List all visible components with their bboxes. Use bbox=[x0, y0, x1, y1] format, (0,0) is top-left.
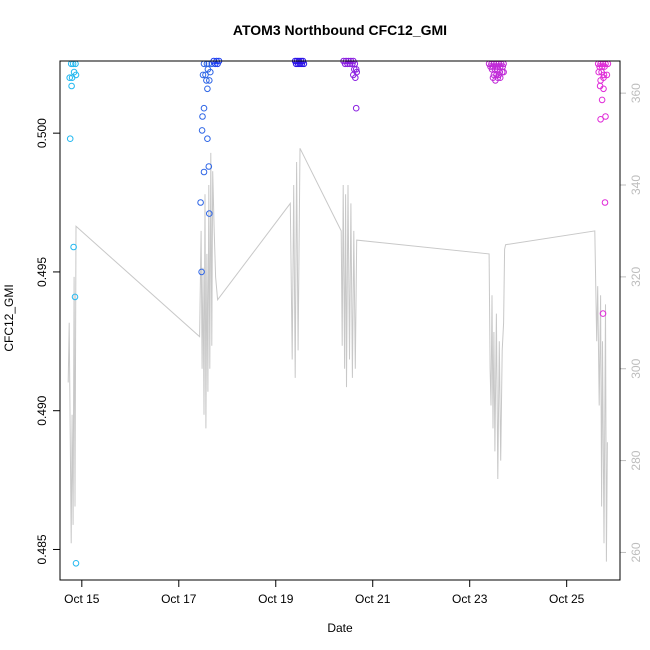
data-point bbox=[496, 74, 504, 81]
data-point bbox=[205, 163, 213, 170]
y-tick-label: 0.495 bbox=[35, 257, 49, 287]
data-point bbox=[353, 68, 361, 76]
data-point bbox=[600, 74, 607, 81]
data-point bbox=[595, 68, 603, 76]
x-tick-label: Oct 21 bbox=[355, 592, 391, 606]
data-point bbox=[601, 63, 608, 70]
data-point bbox=[68, 82, 75, 90]
plot-frame bbox=[59, 60, 621, 581]
data-point bbox=[200, 168, 208, 176]
y2-tick-label: 320 bbox=[629, 267, 643, 287]
y2-tick-label: 280 bbox=[629, 450, 643, 470]
data-point bbox=[203, 77, 210, 84]
y-axis-label: CFC12_GMI bbox=[2, 284, 16, 351]
data-point bbox=[500, 68, 507, 76]
data-point bbox=[199, 71, 207, 79]
x-tick-label: Oct 23 bbox=[452, 592, 488, 606]
data-point bbox=[600, 85, 607, 93]
x-axis-label: Date bbox=[327, 621, 353, 635]
y2-tick-label: 300 bbox=[629, 358, 643, 378]
data-point bbox=[70, 243, 77, 251]
y2-tick-label: 260 bbox=[629, 542, 643, 562]
data-point bbox=[204, 135, 211, 142]
line-layer bbox=[67, 148, 608, 562]
data-point bbox=[197, 199, 204, 206]
data-point bbox=[199, 113, 206, 120]
data-point bbox=[66, 135, 74, 142]
data-point bbox=[72, 71, 80, 79]
data-point bbox=[198, 268, 205, 276]
data-point bbox=[601, 199, 609, 206]
x-tick-label: Oct 19 bbox=[258, 592, 294, 606]
trace-line bbox=[67, 148, 608, 562]
y2-tick-label: 360 bbox=[629, 83, 643, 103]
data-point bbox=[206, 77, 213, 84]
data-point bbox=[198, 127, 206, 134]
data-point bbox=[204, 85, 211, 93]
data-point bbox=[602, 113, 609, 120]
data-point bbox=[600, 71, 608, 79]
y-tick-label: 0.490 bbox=[35, 395, 49, 425]
data-point bbox=[599, 310, 607, 317]
y-tick-label: 0.485 bbox=[35, 534, 49, 564]
data-point bbox=[66, 74, 73, 81]
x-tick-label: Oct 25 bbox=[549, 592, 585, 606]
data-point bbox=[598, 96, 606, 104]
data-point bbox=[352, 104, 360, 112]
data-point bbox=[72, 560, 80, 567]
data-point bbox=[492, 77, 499, 84]
data-point bbox=[597, 116, 604, 123]
chart-title: ATOM3 Northbound CFC12_GMI bbox=[233, 22, 447, 38]
data-point bbox=[200, 104, 208, 112]
data-point bbox=[207, 68, 214, 76]
data-point bbox=[71, 293, 79, 301]
x-tick-label: Oct 15 bbox=[64, 592, 100, 606]
x-tick-label: Oct 17 bbox=[161, 592, 197, 606]
y2-tick-label: 340 bbox=[629, 175, 643, 195]
y-tick-label: 0.500 bbox=[35, 118, 49, 148]
data-point bbox=[206, 210, 213, 217]
data-point bbox=[352, 66, 360, 73]
